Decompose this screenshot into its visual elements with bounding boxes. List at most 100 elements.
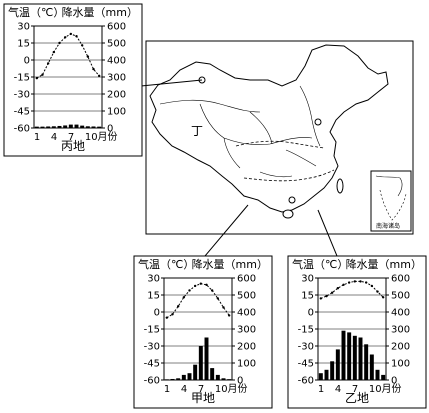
temperature-point — [86, 55, 90, 58]
region-label-ding: 丁 — [191, 124, 203, 138]
precip-tick-label: 400 — [107, 56, 126, 67]
month-tick-label: 4 — [181, 384, 187, 395]
temperature-point — [227, 314, 231, 317]
location-jia-marker — [314, 118, 322, 126]
precip-tick-label: 300 — [391, 325, 410, 336]
temp-tick-label: 0 — [308, 308, 314, 319]
temperature-point — [205, 283, 208, 286]
climate-chart-yi: 气温（℃）降水量（mm） 30 600 15 500 0 400 -15 300 -30 200 -4… — [287, 255, 427, 409]
precip-tick-label: 600 — [107, 22, 126, 33]
temp-tick-label: 30 — [147, 274, 160, 285]
precip-bar — [227, 379, 232, 380]
temperature-point — [347, 281, 351, 284]
temp-tick-label: -30 — [298, 342, 314, 353]
temp-tick-label: 30 — [17, 22, 30, 33]
month-tick-label: 7 — [68, 132, 74, 143]
precip-bar — [198, 346, 203, 380]
precip-bar — [210, 368, 215, 380]
precip-tick-label: 200 — [237, 342, 256, 353]
precip-bar — [176, 378, 181, 380]
precip-bar — [34, 126, 39, 128]
temp-tick-label: 30 — [301, 274, 314, 285]
precip-tick-label: 0 — [107, 124, 113, 135]
temperature-point — [52, 50, 56, 54]
precip-bar — [335, 349, 340, 380]
precip-bar — [181, 374, 186, 380]
temperature-point — [336, 287, 340, 290]
precip-axis-title: 降水量（mm） — [62, 5, 138, 19]
temperature-point — [46, 62, 50, 65]
temp-tick-label: -60 — [298, 376, 314, 387]
month-tick-label: 4 — [51, 132, 57, 143]
precip-bar — [341, 330, 346, 380]
temperature-point — [165, 316, 169, 319]
precip-bar — [221, 378, 226, 380]
temp-tick-label: -30 — [14, 90, 30, 101]
temperature-point — [171, 313, 174, 316]
temperature-point — [319, 297, 323, 300]
place-label: 丙地 — [61, 139, 85, 153]
temp-tick-label: -30 — [144, 342, 160, 353]
inset-coast — [375, 175, 403, 197]
temperature-point — [199, 282, 203, 285]
precip-tick-label: 500 — [391, 291, 410, 302]
precip-bar — [324, 369, 329, 380]
climate-chart-bing: 气温（℃）降水量（mm） 30 600 15 500 0 400 -15 300 -30 200 -4… — [3, 3, 143, 157]
precip-bar — [318, 373, 323, 380]
temp-tick-label: -60 — [14, 124, 30, 135]
precip-bar — [193, 364, 198, 380]
location-yi-marker — [288, 196, 296, 204]
temperature-point — [353, 280, 357, 283]
precip-axis-title: 降水量（mm） — [192, 257, 268, 271]
temperature-point — [69, 32, 73, 36]
temperature-point — [370, 284, 374, 288]
precip-bar — [381, 374, 386, 380]
taiwan-island — [336, 178, 344, 194]
temp-tick-label: -45 — [144, 359, 160, 370]
month-tick-label: 10月份 — [369, 383, 402, 395]
temp-tick-label: -15 — [14, 73, 30, 84]
precip-bar — [63, 125, 68, 128]
place-label: 乙地 — [345, 391, 369, 405]
hainan-island — [282, 209, 294, 219]
month-tick-label: 10月份 — [215, 383, 248, 395]
precip-bar — [80, 125, 85, 128]
temperature-point — [210, 289, 214, 292]
map-river-lines — [235, 140, 335, 182]
temperature-point — [325, 294, 328, 298]
precip-tick-label: 100 — [107, 107, 126, 118]
temperature-point — [364, 281, 368, 284]
place-label: 甲地 — [191, 391, 215, 405]
precip-bar — [57, 125, 62, 128]
inset-label: 南海诸岛 — [376, 222, 400, 230]
precip-bar — [46, 126, 51, 128]
precip-bar — [352, 335, 357, 380]
temp-tick-label: 15 — [301, 291, 314, 302]
china-outline — [149, 44, 389, 213]
precip-bar — [85, 126, 90, 128]
temp-tick-label: -60 — [144, 376, 160, 387]
temp-tick-label: -45 — [298, 359, 314, 370]
temperature-point — [376, 290, 379, 293]
chart-frame — [133, 255, 273, 409]
precip-tick-label: 500 — [107, 39, 126, 50]
temperature-point — [35, 76, 39, 80]
leader-line-bing — [140, 79, 203, 87]
temperature-point — [92, 67, 95, 71]
temp-tick-label: 0 — [154, 308, 160, 319]
precip-tick-label: 100 — [391, 359, 410, 370]
chart-frame — [287, 255, 427, 409]
precip-tick-label: 400 — [237, 308, 256, 319]
precip-tick-label: 600 — [237, 274, 256, 285]
temperature-point — [330, 291, 334, 294]
china-map: 丁 南海诸岛 — [140, 40, 414, 257]
precip-bar — [330, 361, 335, 380]
leader-line-yi — [317, 209, 338, 257]
precip-bar — [74, 124, 79, 128]
temperature-point — [222, 306, 225, 309]
temperature-curve — [166, 283, 230, 319]
temperature-point — [97, 74, 101, 78]
temperature-point — [188, 289, 191, 292]
precip-bar — [170, 378, 175, 380]
precip-bar — [204, 337, 209, 380]
